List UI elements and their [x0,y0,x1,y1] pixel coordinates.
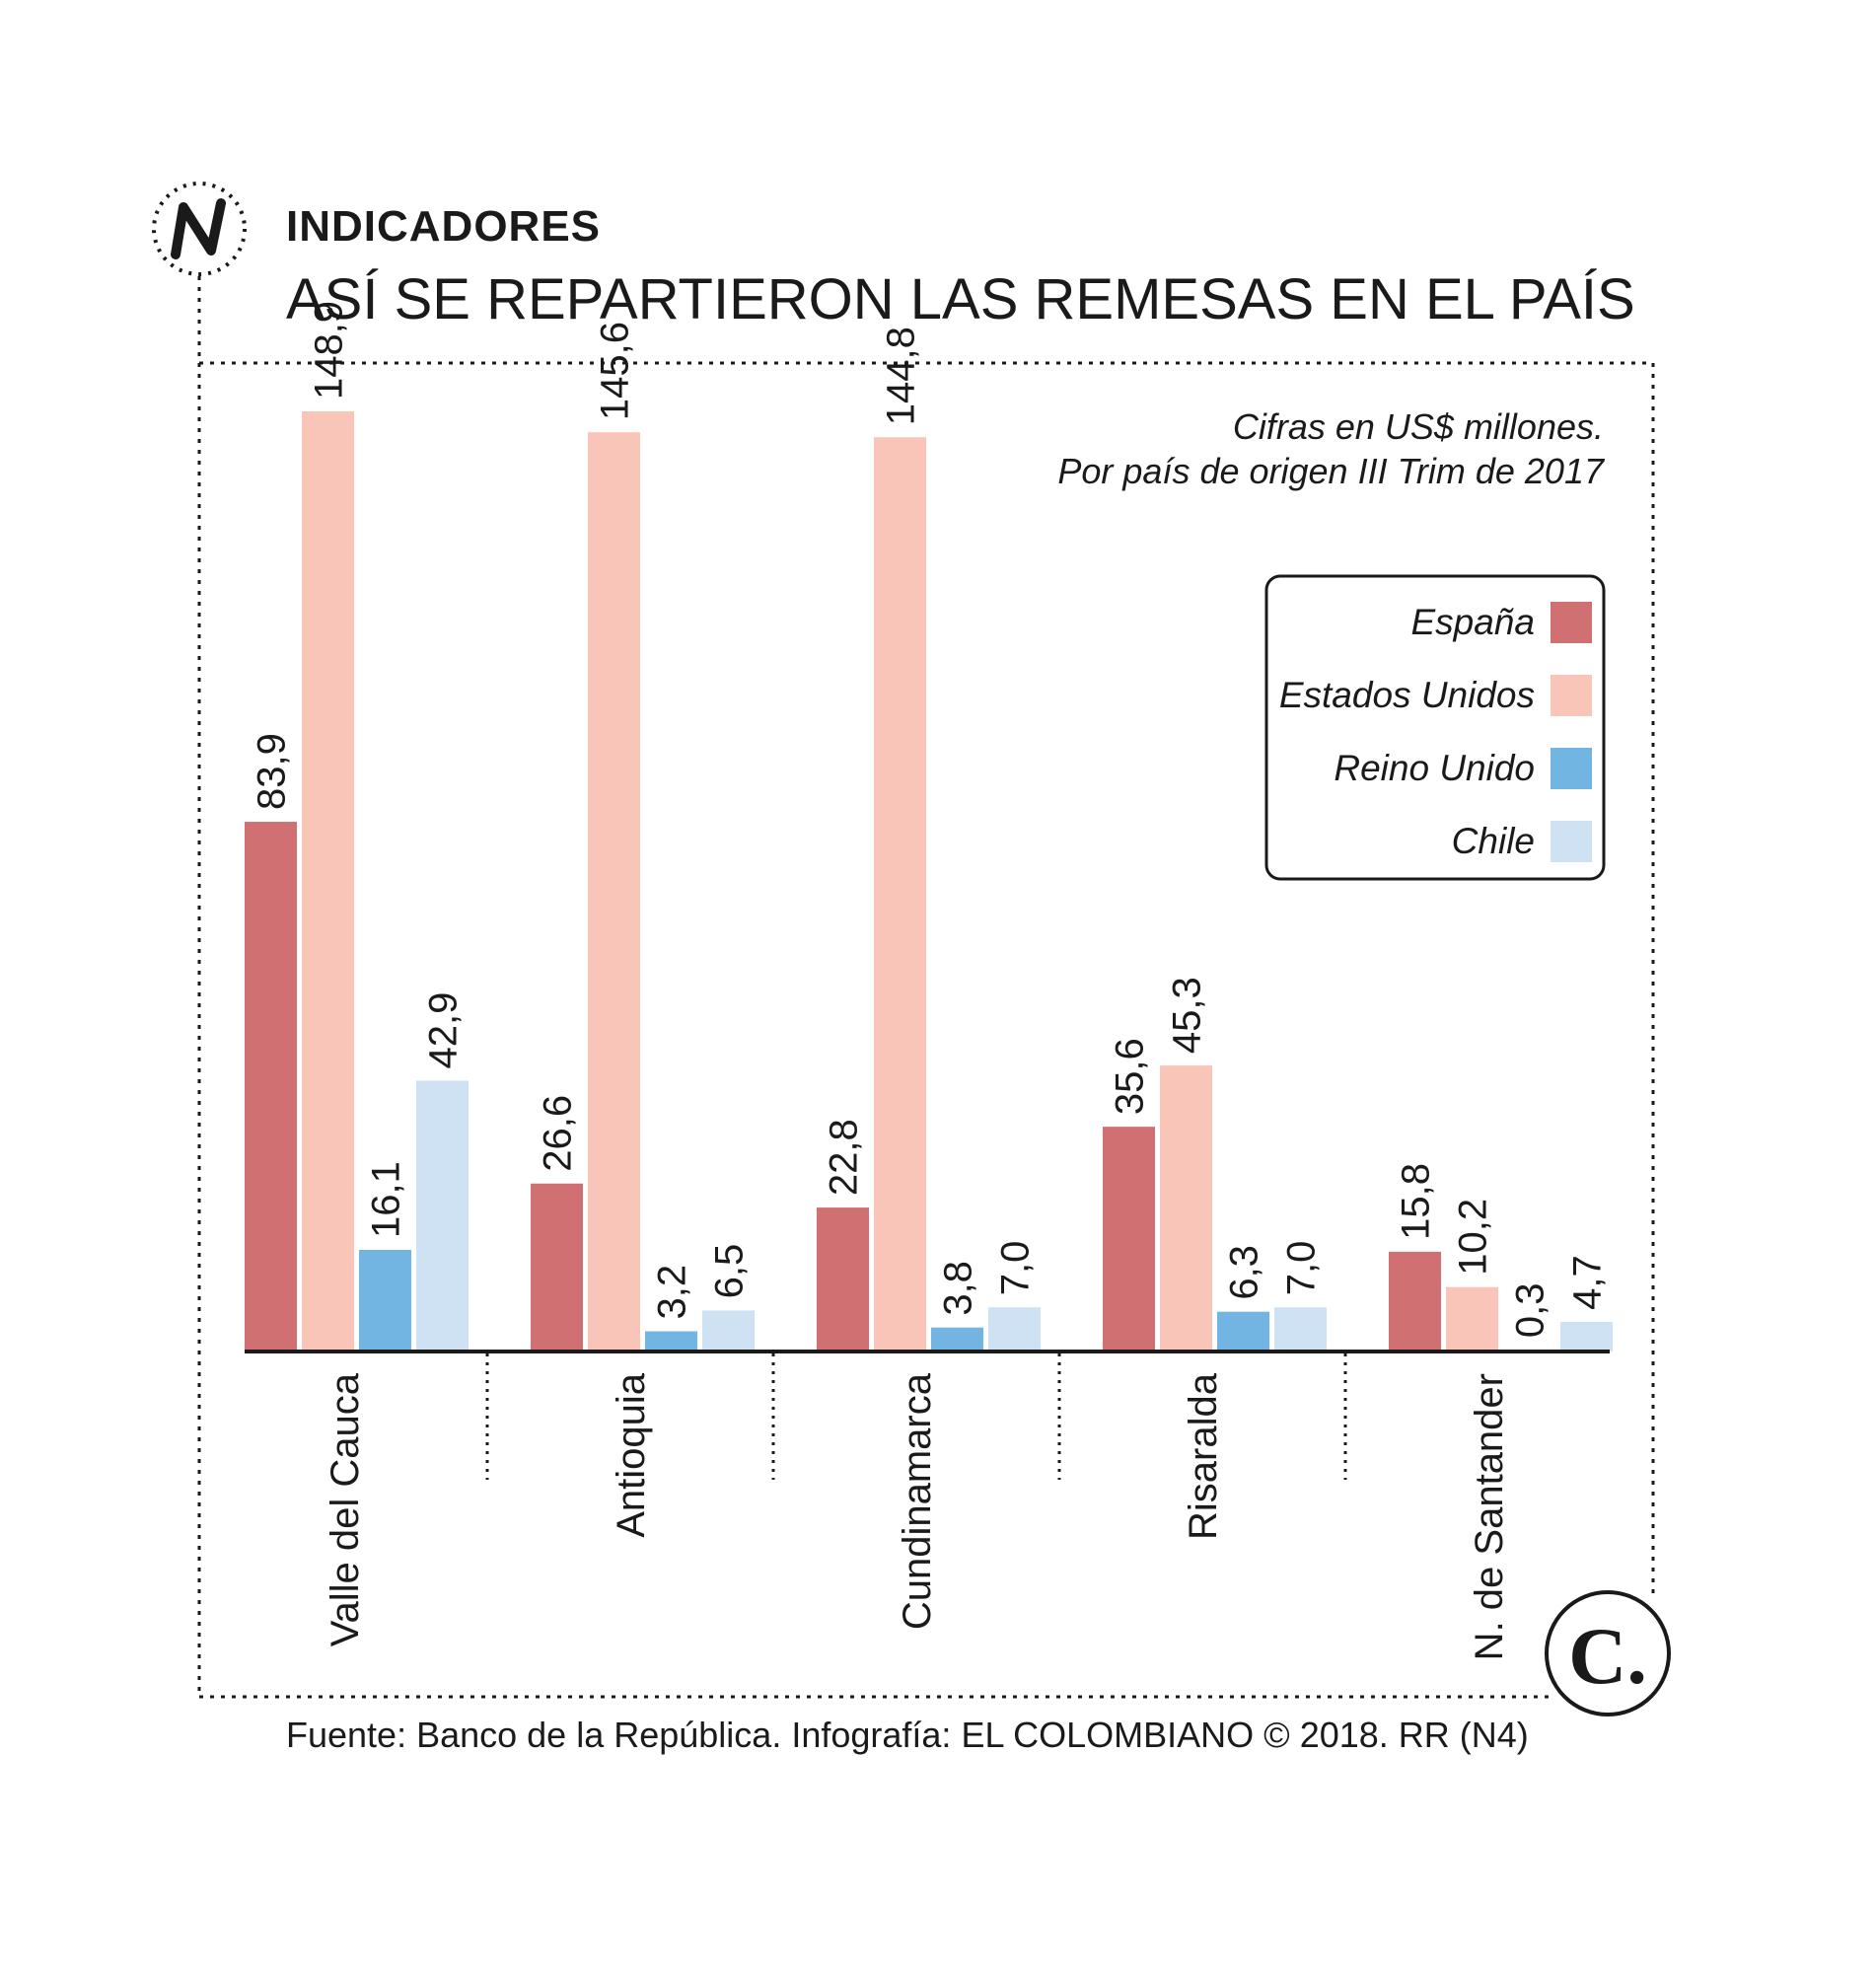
value-label-0-3: 42,9 [422,992,466,1069]
value-labels: 83,9 148,9 16,1 42,9 26,6 145,6 3,2 6,5 22,8 144,… [251,301,1610,1338]
bar-2-2 [931,1327,983,1352]
bar-4-0 [1389,1251,1441,1352]
legend-swatch-2 [1551,748,1592,789]
value-label-3-3: 7,0 [1280,1241,1324,1296]
value-label-3-1: 45,3 [1166,977,1209,1054]
units-note: Cifras en US$ millones. [1233,406,1604,447]
brand-letter: C. [1568,1611,1647,1701]
period-note: Por país de origen III Trim de 2017 [1057,451,1606,491]
bar-1-0 [531,1183,583,1352]
value-label-2-1: 144,8 [880,327,923,425]
category-label-3: Risaralda [1182,1372,1225,1540]
bar-2-3 [988,1307,1041,1352]
bar-0-0 [245,822,297,1352]
legend-swatch-3 [1551,821,1592,862]
source-footer: Fuente: Banco de la República. Infografí… [286,1715,1529,1755]
bar-0-2 [359,1249,411,1352]
header-kicker: INDICADORES [286,202,602,251]
bar-1-2 [645,1331,697,1352]
bar-2-0 [817,1207,869,1352]
value-label-0-2: 16,1 [365,1161,408,1238]
value-label-2-2: 3,8 [937,1261,980,1316]
value-label-3-2: 6,3 [1223,1245,1266,1300]
value-label-1-0: 26,6 [537,1095,580,1172]
value-label-4-2: 0,3 [1509,1282,1552,1338]
bar-4-1 [1446,1286,1498,1352]
bar-1-1 [588,432,640,1352]
category-label-0: Valle del Cauca [324,1372,367,1646]
page-title: ASÍ SE REPARTIERON LAS REMESAS EN EL PAÍ… [286,267,1635,331]
bar-2-1 [874,437,926,1352]
value-label-0-0: 83,9 [251,733,294,810]
legend-label-0: España [1411,602,1536,642]
bar-0-3 [416,1080,469,1352]
el-colombiano-logo-icon: C. [1545,1590,1671,1717]
value-label-4-3: 4,7 [1566,1255,1610,1310]
category-labels: Valle del Cauca Antioquia Cundinamarca Risa… [324,1372,1511,1660]
legend-swatch-1 [1551,675,1592,716]
bar-3-0 [1103,1127,1155,1352]
value-label-2-0: 22,8 [823,1119,866,1196]
bar-3-2 [1217,1311,1269,1352]
legend-swatch-0 [1551,602,1592,643]
value-label-1-2: 3,2 [651,1265,694,1320]
bar-0-1 [302,411,354,1352]
value-label-2-3: 7,0 [994,1241,1038,1296]
value-label-4-0: 15,8 [1395,1163,1438,1240]
category-label-2: Cundinamarca [896,1372,939,1630]
value-label-1-1: 145,6 [594,322,637,420]
value-label-3-0: 35,6 [1109,1038,1152,1115]
category-label-4: N. de Santander [1468,1373,1511,1660]
bar-1-3 [702,1310,755,1352]
legend-label-3: Chile [1452,821,1535,861]
category-separators [485,1353,1347,1480]
value-label-1-3: 6,5 [708,1244,752,1299]
n-logo-icon [152,182,247,276]
legend-label-2: Reino Unido [1334,748,1535,788]
bar-3-1 [1160,1065,1212,1352]
chart-frame [197,276,1655,1699]
bar-4-3 [1560,1321,1613,1352]
legend: España Estados Unidos Reino Unido Chile [1264,574,1606,881]
value-label-4-1: 10,2 [1452,1199,1495,1276]
bars [245,411,1613,1352]
category-label-1: Antioquia [610,1372,653,1538]
bar-3-3 [1274,1307,1327,1352]
legend-label-1: Estados Unidos [1279,675,1535,715]
value-label-0-1: 148,9 [308,301,351,400]
